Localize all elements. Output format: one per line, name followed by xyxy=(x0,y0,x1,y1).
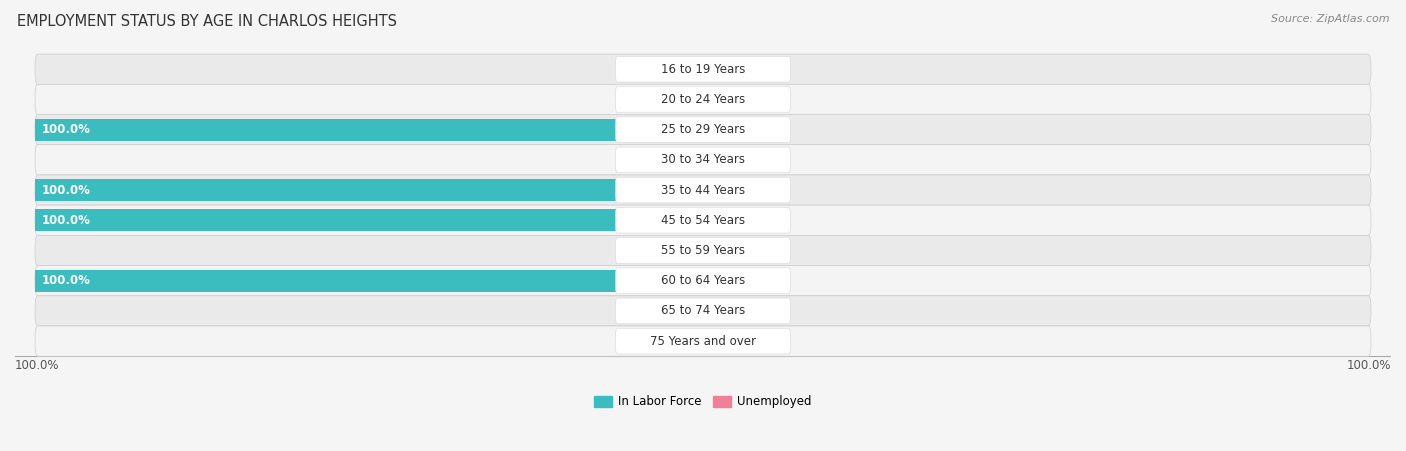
Bar xyxy=(35,119,703,141)
FancyBboxPatch shape xyxy=(35,84,1371,115)
FancyBboxPatch shape xyxy=(616,117,790,143)
Text: 0.0%: 0.0% xyxy=(637,63,666,76)
FancyBboxPatch shape xyxy=(35,296,1371,326)
Text: 0.0%: 0.0% xyxy=(740,304,769,318)
Text: 35 to 44 Years: 35 to 44 Years xyxy=(661,184,745,197)
Text: 100.0%: 100.0% xyxy=(42,184,90,197)
Text: EMPLOYMENT STATUS BY AGE IN CHARLOS HEIGHTS: EMPLOYMENT STATUS BY AGE IN CHARLOS HEIG… xyxy=(17,14,396,28)
Text: 100.0%: 100.0% xyxy=(42,274,90,287)
Bar xyxy=(669,58,703,80)
Text: 45 to 54 Years: 45 to 54 Years xyxy=(661,214,745,227)
Text: 60 to 64 Years: 60 to 64 Years xyxy=(661,274,745,287)
Text: 0.0%: 0.0% xyxy=(637,335,666,348)
Text: 30 to 34 Years: 30 to 34 Years xyxy=(661,153,745,166)
FancyBboxPatch shape xyxy=(35,205,1371,235)
FancyBboxPatch shape xyxy=(616,238,790,263)
Text: 100.0%: 100.0% xyxy=(1347,359,1391,373)
Text: 65 to 74 Years: 65 to 74 Years xyxy=(661,304,745,318)
FancyBboxPatch shape xyxy=(616,207,790,233)
Bar xyxy=(703,239,737,261)
Bar xyxy=(35,179,703,201)
FancyBboxPatch shape xyxy=(35,115,1371,145)
Bar xyxy=(669,88,703,110)
Text: Source: ZipAtlas.com: Source: ZipAtlas.com xyxy=(1271,14,1389,23)
FancyBboxPatch shape xyxy=(35,175,1371,205)
Bar xyxy=(669,149,703,171)
FancyBboxPatch shape xyxy=(35,145,1371,175)
FancyBboxPatch shape xyxy=(35,326,1371,356)
FancyBboxPatch shape xyxy=(616,87,790,112)
FancyBboxPatch shape xyxy=(616,147,790,173)
FancyBboxPatch shape xyxy=(35,235,1371,266)
FancyBboxPatch shape xyxy=(616,56,790,82)
Text: 0.0%: 0.0% xyxy=(637,244,666,257)
Text: 20 to 24 Years: 20 to 24 Years xyxy=(661,93,745,106)
Bar xyxy=(35,209,703,231)
FancyBboxPatch shape xyxy=(616,328,790,354)
Text: 100.0%: 100.0% xyxy=(42,123,90,136)
Bar xyxy=(35,270,703,291)
Bar xyxy=(703,119,737,141)
Text: 75 Years and over: 75 Years and over xyxy=(650,335,756,348)
FancyBboxPatch shape xyxy=(616,298,790,324)
Text: 0.0%: 0.0% xyxy=(740,63,769,76)
Bar xyxy=(703,330,737,352)
Bar xyxy=(703,300,737,322)
Text: 0.0%: 0.0% xyxy=(637,93,666,106)
Bar xyxy=(703,88,737,110)
Text: 55 to 59 Years: 55 to 59 Years xyxy=(661,244,745,257)
Bar xyxy=(669,239,703,261)
Text: 25 to 29 Years: 25 to 29 Years xyxy=(661,123,745,136)
Text: 16 to 19 Years: 16 to 19 Years xyxy=(661,63,745,76)
Text: 0.0%: 0.0% xyxy=(740,244,769,257)
Bar xyxy=(703,209,737,231)
FancyBboxPatch shape xyxy=(616,268,790,294)
Text: 0.0%: 0.0% xyxy=(740,93,769,106)
Text: 0.0%: 0.0% xyxy=(637,304,666,318)
Text: 0.0%: 0.0% xyxy=(740,274,769,287)
Text: 0.0%: 0.0% xyxy=(637,153,666,166)
Bar xyxy=(703,58,737,80)
Text: 100.0%: 100.0% xyxy=(42,214,90,227)
Text: 0.0%: 0.0% xyxy=(740,153,769,166)
Text: 0.0%: 0.0% xyxy=(740,123,769,136)
Legend: In Labor Force, Unemployed: In Labor Force, Unemployed xyxy=(589,391,817,413)
Text: 0.0%: 0.0% xyxy=(740,184,769,197)
FancyBboxPatch shape xyxy=(35,54,1371,84)
Text: 0.0%: 0.0% xyxy=(740,335,769,348)
Bar xyxy=(669,330,703,352)
Bar xyxy=(703,179,737,201)
Bar xyxy=(703,149,737,171)
Bar xyxy=(669,300,703,322)
FancyBboxPatch shape xyxy=(616,177,790,203)
Text: 0.0%: 0.0% xyxy=(740,214,769,227)
FancyBboxPatch shape xyxy=(35,266,1371,296)
Bar xyxy=(703,270,737,291)
Text: 100.0%: 100.0% xyxy=(15,359,59,373)
